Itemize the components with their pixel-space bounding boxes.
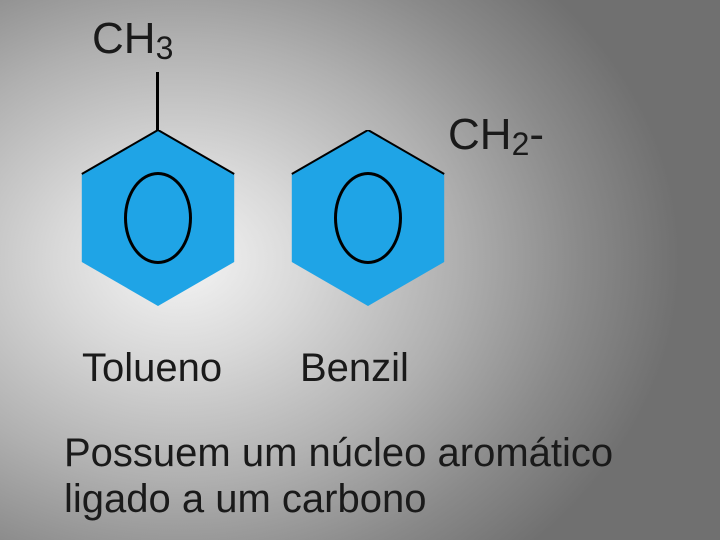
bond-line-tolueno xyxy=(156,72,159,132)
formula-ch2: CH2- xyxy=(448,110,544,160)
formula-ch2-sub: 2 xyxy=(512,126,530,162)
label-tolueno: Tolueno xyxy=(82,346,222,391)
formula-ch3: CH3 xyxy=(92,14,173,64)
description-line1: Possuem um núcleo aromático xyxy=(64,430,613,476)
aromatic-ring-benzil xyxy=(334,172,402,264)
description-line2: ligado a um carbono xyxy=(64,476,613,522)
formula-ch2-base: CH xyxy=(448,110,512,159)
formula-ch3-sub: 3 xyxy=(156,30,174,66)
formula-ch3-base: CH xyxy=(92,14,156,63)
description-text: Possuem um núcleo aromático ligado a um … xyxy=(64,430,613,522)
formula-ch2-tail: - xyxy=(529,110,544,159)
label-benzil: Benzil xyxy=(300,346,409,391)
aromatic-ring-tolueno xyxy=(124,172,192,264)
